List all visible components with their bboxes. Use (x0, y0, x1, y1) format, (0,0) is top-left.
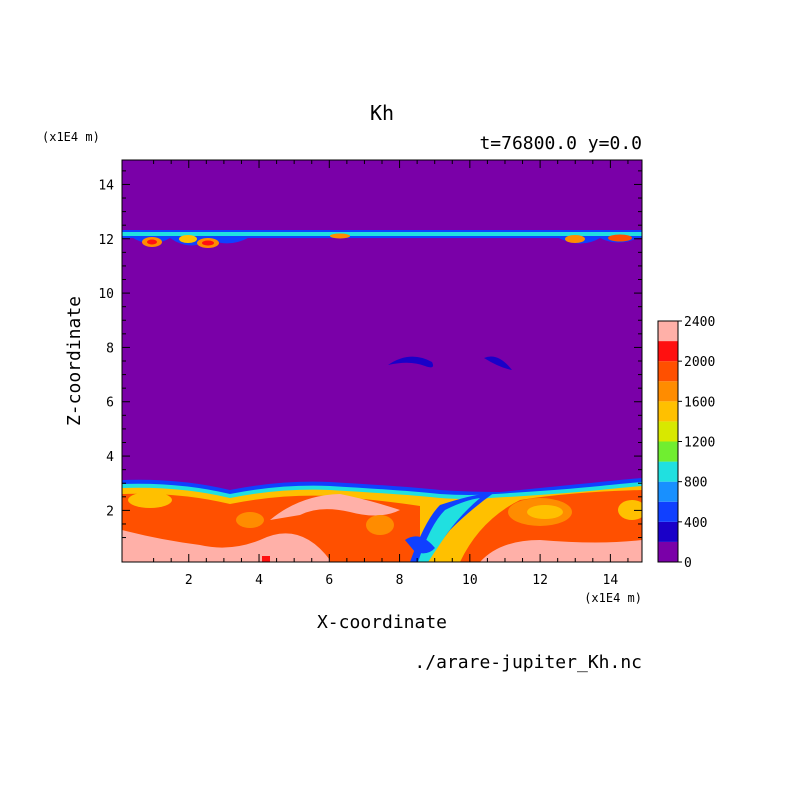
lower-hotspot (366, 515, 394, 535)
upper-hotspot (330, 233, 350, 239)
x-tick-label: 8 (396, 573, 404, 588)
y-tick-label: 4 (106, 450, 114, 465)
colorbar: 0 400 800 1200 1600 2000 2400 (657, 315, 715, 571)
mid-feature-left (388, 356, 434, 368)
colorbar-swatch (658, 441, 678, 462)
colorbar-tick-label: 1200 (684, 436, 715, 451)
colorbar-tick-label: 400 (684, 516, 707, 531)
upper-hotspot (179, 235, 197, 243)
lower-hotspot-core (527, 505, 563, 519)
x-axis-label: X-coordinate (317, 612, 447, 633)
plume-cyan (418, 498, 480, 562)
colorbar-tick-label: 0 (684, 556, 692, 571)
colorbar-swatch (658, 521, 678, 542)
colorbar-swatch (658, 401, 678, 422)
y-tick-label: 12 (98, 233, 114, 248)
lower-layer-pink (480, 540, 642, 562)
small-red-patch (262, 556, 270, 562)
x-unit-label: (x1E4 m) (584, 591, 642, 605)
footer-filename: ./arare-jupiter_Kh.nc (414, 652, 642, 673)
upper-hotspot-core (202, 240, 214, 246)
colorbar-swatch (658, 461, 678, 482)
upper-layer-core (122, 232, 642, 236)
colorbar-swatch (658, 501, 678, 522)
colorbar-tick-label: 1600 (684, 395, 715, 410)
x-tick-label: 6 (325, 573, 333, 588)
y-tick-label: 8 (106, 341, 114, 356)
chart-title: Kh (370, 101, 394, 125)
x-axis: 2 4 6 8 10 12 14 (153, 160, 629, 588)
colorbar-swatch (658, 321, 678, 342)
lower-layer (122, 478, 642, 562)
colorbar-tick-label: 2400 (684, 315, 715, 330)
colorbar-swatch (658, 341, 678, 362)
colorbar-swatch (658, 381, 678, 402)
y-tick-label: 2 (106, 504, 114, 519)
mid-feature-right (484, 356, 512, 370)
y-unit-label: (x1E4 m) (42, 130, 100, 144)
colorbar-swatch (658, 361, 678, 382)
colorbar-swatch (658, 541, 678, 562)
x-tick-label: 14 (603, 573, 619, 588)
plume-root (405, 536, 435, 554)
chart-subtitle: t=76800.0 y=0.0 (479, 133, 642, 154)
upper-layer (122, 230, 642, 248)
colorbar-swatch (658, 481, 678, 502)
upper-hotspot (608, 234, 632, 242)
y-tick-label: 14 (98, 178, 114, 193)
upper-hotspot (565, 235, 585, 243)
x-tick-label: 2 (185, 573, 193, 588)
colorbar-swatch (658, 421, 678, 442)
x-tick-label: 12 (532, 573, 548, 588)
colorbar-tick-label: 2000 (684, 355, 715, 370)
lower-hotspot (618, 500, 642, 520)
y-axis: 2 4 6 8 10 12 14 (98, 170, 642, 539)
y-axis-label: Z-coordinate (64, 296, 85, 426)
upper-hotspot-core (147, 239, 157, 245)
lower-hotspot (236, 512, 264, 528)
x-tick-label: 10 (462, 573, 478, 588)
colorbar-tick-label: 800 (684, 476, 707, 491)
lower-hotspot (128, 492, 172, 508)
y-tick-label: 10 (98, 287, 114, 302)
x-tick-label: 4 (255, 573, 263, 588)
y-tick-label: 6 (106, 396, 114, 411)
lower-layer-pink (270, 494, 400, 520)
contour-field (122, 160, 642, 562)
lower-layer-pink (122, 530, 330, 562)
